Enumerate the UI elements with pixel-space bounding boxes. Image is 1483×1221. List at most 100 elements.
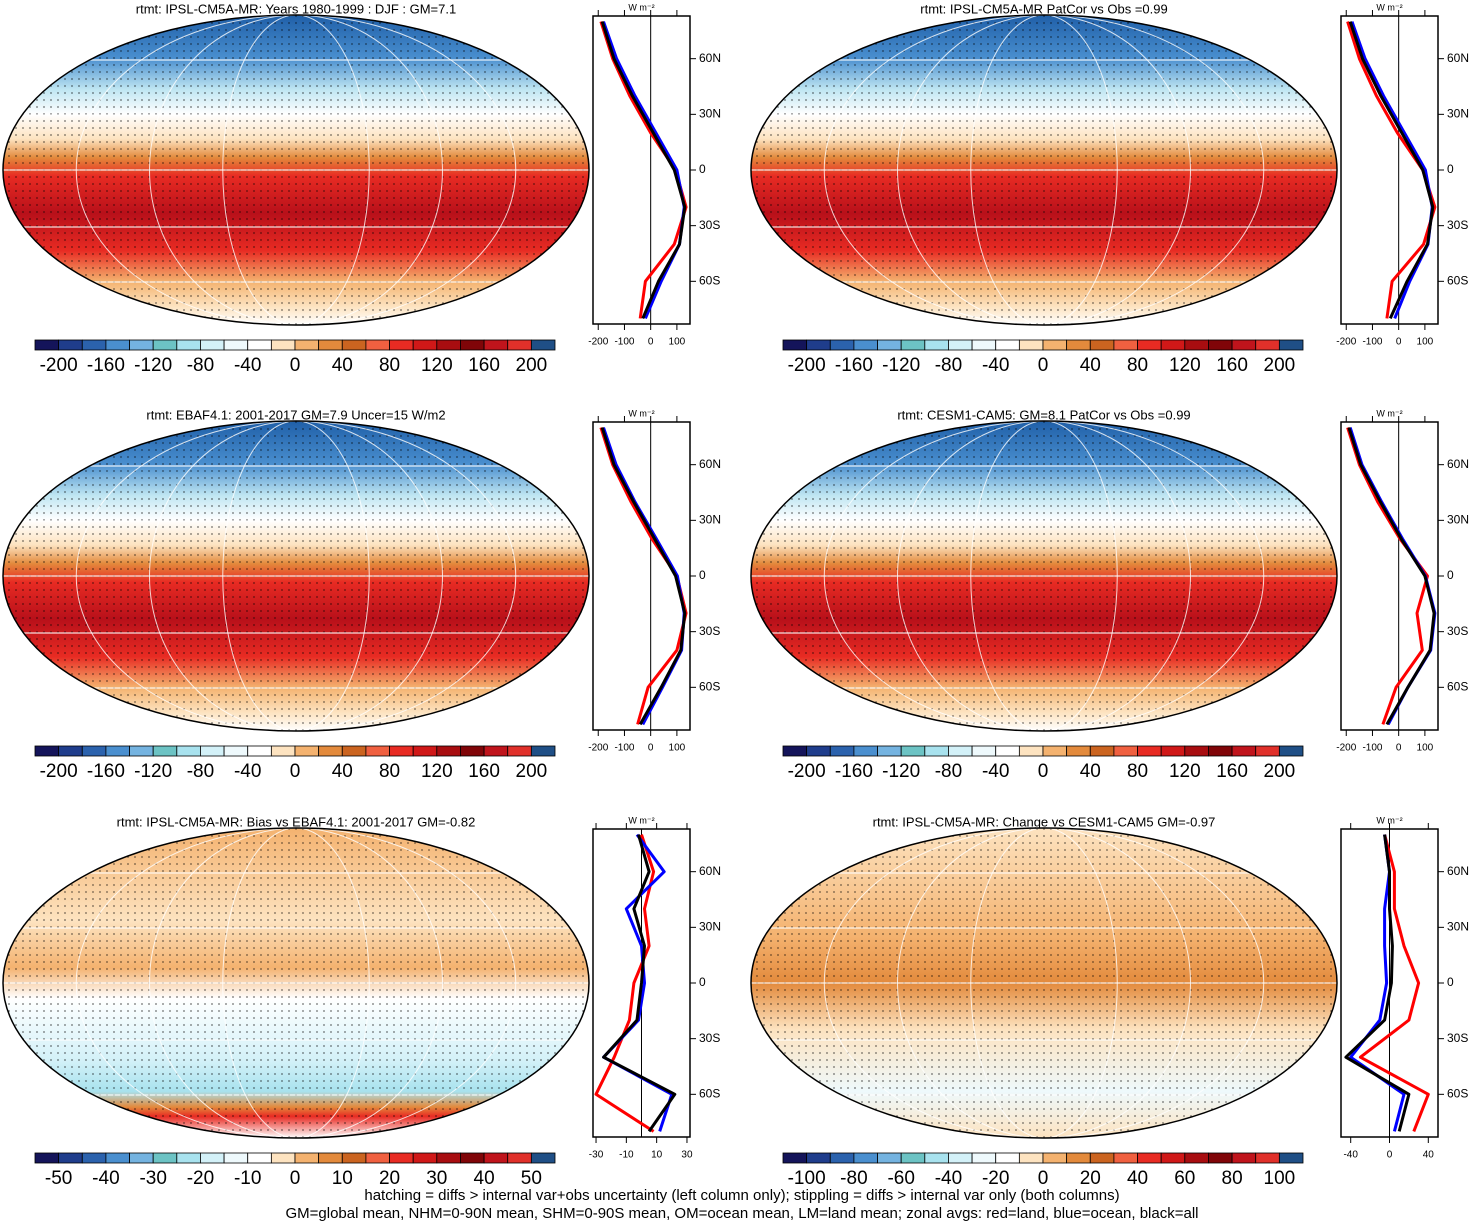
y-tick-label: 60N <box>1447 457 1469 471</box>
x-tick-label: 10 <box>651 1150 663 1161</box>
colorbar-box <box>129 745 154 757</box>
colorbar-box <box>971 339 997 351</box>
panel: rtmt: EBAF4.1: 2001-2017 GM=7.9 Uncer=15… <box>2 407 721 782</box>
colorbar-box <box>176 745 201 757</box>
colorbar-box <box>900 745 926 757</box>
colorbar-box <box>152 1152 178 1164</box>
colorbar-box <box>1184 1152 1209 1164</box>
colorbar-box <box>58 339 83 351</box>
map-border <box>750 14 1338 326</box>
colorbar-label: 100 <box>1264 1168 1296 1189</box>
y-tick-label: 30S <box>1447 218 1468 232</box>
colorbar-box <box>1137 1152 1162 1164</box>
colorbar-box <box>995 1152 1020 1164</box>
y-tick-label: 30N <box>699 107 721 121</box>
colorbar-box <box>365 339 390 351</box>
panel-title: rtmt: IPSL-CM5A-MR: Years 1980-1999 : DJ… <box>136 1 456 16</box>
colorbar-box <box>34 745 60 757</box>
colorbar-label: 0 <box>290 761 301 782</box>
colorbar-box <box>318 745 343 757</box>
y-tick-label: 30S <box>1447 1031 1468 1045</box>
y-tick-label: 60N <box>699 51 721 65</box>
colorbar-label: 20 <box>1080 1168 1101 1189</box>
colorbar-label: 40 <box>474 1168 495 1189</box>
zonal-line <box>599 427 688 725</box>
colorbar-box <box>507 1152 532 1164</box>
colorbar-label: 10 <box>332 1168 353 1189</box>
colorbar-box <box>1184 745 1209 757</box>
colorbar-label: -50 <box>45 1168 72 1189</box>
colorbar-box <box>460 339 485 351</box>
colorbar-label: 0 <box>1038 761 1049 782</box>
y-tick-label: 0 <box>699 975 706 989</box>
colorbar-box <box>1018 1152 1044 1164</box>
colorbar-box <box>81 745 107 757</box>
colorbar-label: 0 <box>1038 1168 1049 1189</box>
colorbar-label: -40 <box>935 1168 962 1189</box>
colorbar-label: -40 <box>234 761 261 782</box>
colorbar-box <box>389 339 414 351</box>
y-tick-label: 30S <box>699 624 720 638</box>
colorbar-label: 160 <box>468 355 500 376</box>
y-tick-label: 30N <box>699 513 721 527</box>
colorbar-label: 40 <box>332 761 353 782</box>
colorbar-box <box>995 745 1020 757</box>
colorbar-box <box>176 1152 201 1164</box>
colorbar-box <box>270 1152 296 1164</box>
y-tick-label: 0 <box>699 162 706 176</box>
colorbar-label: 20 <box>379 1168 400 1189</box>
colorbar-box <box>318 1152 343 1164</box>
colorbar-box <box>1113 1152 1138 1164</box>
colorbar-label: -40 <box>92 1168 119 1189</box>
x-tick-label: 40 <box>1423 1150 1435 1161</box>
colorbar-label: 160 <box>1216 355 1248 376</box>
map-border <box>750 420 1338 732</box>
colorbar-box <box>200 745 225 757</box>
panel-title: rtmt: EBAF4.1: 2001-2017 GM=7.9 Uncer=15… <box>146 407 445 422</box>
colorbar-box <box>1278 339 1304 351</box>
colorbar-label: -40 <box>982 761 1009 782</box>
y-tick-label: 30S <box>699 218 720 232</box>
colorbar-box <box>341 1152 367 1164</box>
colorbar-box <box>247 745 272 757</box>
colorbar-box <box>223 745 249 757</box>
map-border <box>750 827 1338 1139</box>
colorbar-box <box>806 1152 831 1164</box>
colorbar-box <box>1066 1152 1091 1164</box>
colorbar-box <box>1231 745 1257 757</box>
x-tick-label: -40 <box>1343 1150 1358 1161</box>
y-tick-label: 30N <box>1447 107 1469 121</box>
colorbar-label: 40 <box>1080 761 1101 782</box>
colorbar-box <box>507 339 532 351</box>
colorbar-label: 120 <box>421 761 453 782</box>
colorbar-box <box>1160 1152 1186 1164</box>
colorbar-box <box>460 1152 485 1164</box>
colorbar-box <box>412 745 438 757</box>
colorbar-box <box>924 745 949 757</box>
colorbar-box <box>1089 339 1115 351</box>
y-tick-label: 30N <box>699 920 721 934</box>
zonal-line <box>600 21 687 319</box>
colorbar-box <box>247 1152 272 1164</box>
colorbar-box <box>483 745 509 757</box>
colorbar-box <box>1113 745 1138 757</box>
colorbar-box <box>1184 339 1209 351</box>
colorbar-box <box>1066 339 1091 351</box>
colorbar-box <box>81 339 107 351</box>
colorbar-box <box>806 745 831 757</box>
colorbar-box <box>1208 339 1233 351</box>
colorbar-box <box>223 1152 249 1164</box>
colorbar-label: 40 <box>332 355 353 376</box>
colorbar-box <box>294 1152 320 1164</box>
y-tick-label: 60N <box>699 864 721 878</box>
colorbar-label: -20 <box>982 1168 1009 1189</box>
colorbar-box <box>782 745 808 757</box>
colorbar-label: -80 <box>935 761 962 782</box>
x-tick-label: -10 <box>619 1150 634 1161</box>
colorbar-box <box>1255 339 1280 351</box>
colorbar-label: -160 <box>87 761 125 782</box>
colorbar-box <box>58 745 83 757</box>
colorbar-box <box>412 1152 438 1164</box>
